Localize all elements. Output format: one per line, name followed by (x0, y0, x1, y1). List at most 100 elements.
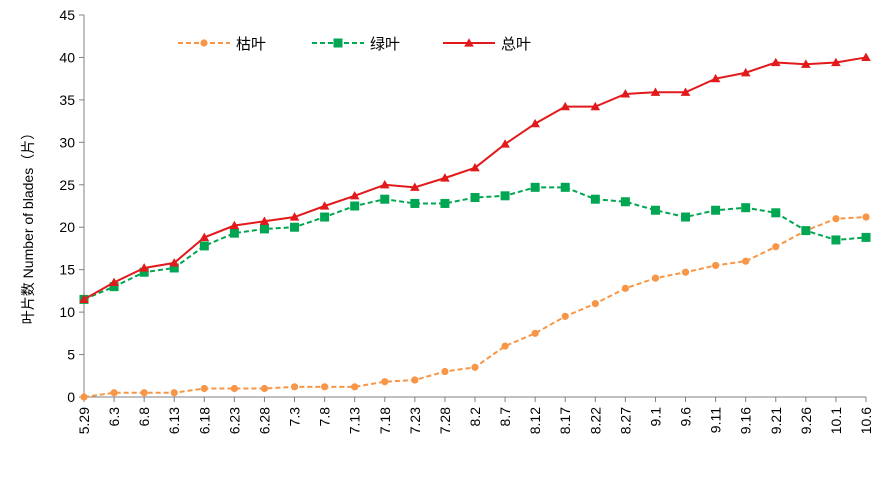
data-point (169, 263, 179, 273)
data-point (500, 191, 510, 201)
x-tick-label: 6.3 (106, 407, 122, 427)
data-point (832, 215, 840, 223)
data-point (80, 393, 88, 401)
data-point (411, 376, 419, 384)
legend: 枯叶 绿叶 总叶 (178, 36, 531, 53)
series-0 (80, 213, 870, 401)
y-axis-label: 叶片数 Number of blades（片） (20, 126, 36, 324)
data-point (199, 241, 209, 251)
data-point (410, 198, 420, 208)
x-tick-label: 9.11 (708, 407, 724, 433)
data-point (590, 101, 601, 111)
x-tick-label: 10.6 (858, 407, 874, 434)
y-tick-label: 25 (59, 177, 75, 193)
data-point (831, 235, 841, 245)
x-tick-label: 8.27 (617, 407, 633, 434)
data-point (79, 294, 89, 303)
data-point (712, 261, 720, 270)
data-point (169, 258, 180, 267)
x-tick-label: 6.18 (196, 407, 212, 434)
x-tick-label: 8.17 (557, 407, 573, 434)
axes: 0 5 10 15 20 25 30 35 40 45 5.29 6.3 6.8 6.13 6.18 6.23… (59, 7, 874, 434)
data-point (441, 367, 449, 376)
data-point (650, 87, 661, 96)
legend-label: 总叶 (501, 36, 531, 53)
y-tick-label: 30 (59, 134, 75, 150)
data-point (531, 329, 539, 337)
data-point (620, 197, 630, 207)
y-tick-label: 10 (59, 304, 75, 320)
x-tick-label: 5.29 (76, 407, 92, 434)
data-point (561, 312, 569, 320)
data-point (621, 284, 629, 292)
data-point (139, 263, 149, 272)
data-point (681, 268, 690, 276)
legend-label: 枯叶 (236, 36, 266, 53)
data-point (321, 383, 329, 391)
data-point (320, 212, 330, 222)
data-point (140, 389, 148, 397)
legend-entry: 绿叶 (312, 36, 400, 53)
y-tick-label: 40 (59, 49, 75, 65)
data-point (650, 205, 660, 215)
x-tick-label: 7.28 (437, 407, 453, 434)
data-point (200, 384, 208, 393)
data-point (470, 163, 480, 172)
data-point (471, 363, 479, 371)
legend-marker (464, 38, 474, 47)
data-point (772, 243, 780, 251)
x-tick-label: 8.22 (587, 407, 603, 434)
series-2 (79, 52, 871, 303)
x-tick-label: 7.8 (317, 407, 333, 427)
x-tick-label: 6.13 (166, 407, 182, 434)
data-point (139, 267, 149, 277)
data-point (229, 220, 240, 230)
data-point (380, 194, 390, 204)
data-point (289, 212, 300, 221)
y-tick-label: 5 (67, 347, 75, 363)
data-point (680, 87, 691, 96)
data-point (861, 52, 871, 62)
data-point (290, 222, 300, 232)
x-tick-label: 6.23 (226, 407, 242, 434)
data-point (560, 101, 571, 111)
data-point (109, 277, 119, 286)
data-point (681, 212, 691, 222)
x-tick-label: 7.3 (287, 407, 303, 427)
data-point (229, 228, 239, 238)
data-point (530, 118, 540, 128)
data-point (470, 193, 480, 203)
x-tick-label: 9.21 (768, 407, 784, 434)
data-point (530, 182, 540, 192)
x-tick-label: 9.16 (738, 407, 754, 434)
x-tick-label: 6.8 (136, 407, 152, 427)
data-point (500, 139, 510, 148)
data-point (259, 216, 270, 225)
y-tick-label: 15 (59, 262, 75, 278)
y-tick-label: 35 (59, 92, 75, 108)
data-point (440, 198, 450, 208)
data-point (230, 384, 238, 393)
data-point (109, 282, 119, 292)
data-point (831, 57, 841, 67)
x-tick-label: 8.12 (527, 407, 543, 434)
data-point (381, 378, 389, 386)
data-point (590, 194, 600, 204)
y-tick-label: 45 (59, 7, 75, 23)
data-point (861, 232, 871, 242)
data-point (259, 224, 269, 234)
data-point (801, 226, 811, 236)
x-tick-label: 7.13 (347, 407, 363, 434)
legend-entry: 枯叶 (178, 36, 266, 53)
data-point (560, 182, 570, 192)
x-tick-label: 9.1 (647, 407, 663, 427)
legend-entry: 总叶 (443, 36, 531, 53)
data-point (591, 300, 599, 308)
x-tick-label: 9.6 (678, 407, 694, 427)
legend-marker (200, 39, 208, 47)
data-point (501, 342, 509, 350)
legend-marker (333, 38, 343, 48)
y-tick-label: 0 (67, 389, 75, 405)
data-point (440, 173, 450, 182)
